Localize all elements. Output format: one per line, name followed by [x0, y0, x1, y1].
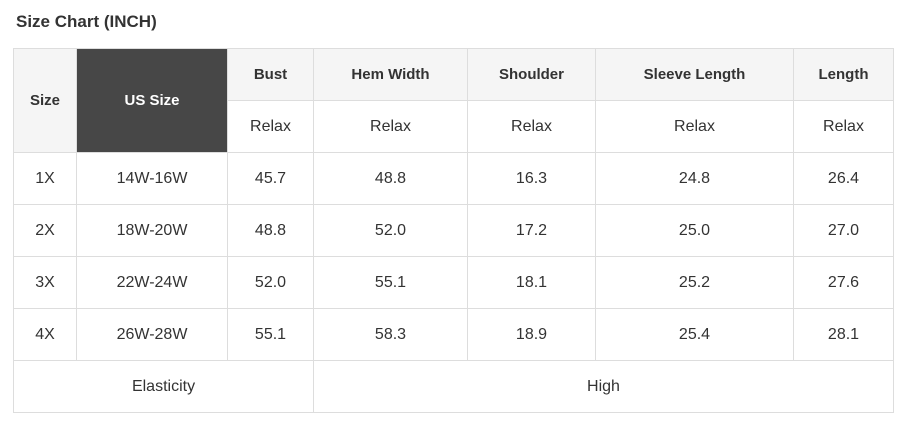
table-header: Size US Size Bust Hem Width Shoulder Sle…: [13, 48, 894, 153]
column-header-bust: Bust: [227, 48, 314, 101]
column-header-length: Length: [793, 48, 894, 101]
cell-us-size: 26W-28W: [76, 308, 228, 361]
fit-cell-shoulder: Relax: [467, 100, 596, 153]
header-row-main: Size US Size Bust Hem Width Shoulder Sle…: [13, 48, 894, 153]
cell-hem-width: 52.0: [313, 204, 468, 257]
table-row: 3X 22W-24W 52.0 55.1 18.1 25.2 27.6: [13, 256, 894, 309]
cell-us-size: 14W-16W: [76, 152, 228, 205]
cell-bust: 45.7: [227, 152, 314, 205]
cell-hem-width: 58.3: [313, 308, 468, 361]
cell-bust: 55.1: [227, 308, 314, 361]
cell-sleeve-length: 25.0: [595, 204, 794, 257]
elasticity-value-cell: High: [313, 360, 894, 413]
column-header-sleeve-length: Sleeve Length: [595, 48, 794, 101]
cell-hem-width: 55.1: [313, 256, 468, 309]
cell-size: 4X: [13, 308, 77, 361]
cell-shoulder: 18.9: [467, 308, 596, 361]
cell-size: 3X: [13, 256, 77, 309]
cell-bust: 48.8: [227, 204, 314, 257]
fit-cell-hem-width: Relax: [313, 100, 468, 153]
cell-size: 1X: [13, 152, 77, 205]
size-chart-table: Size US Size Bust Hem Width Shoulder Sle…: [13, 48, 894, 413]
table-body: 1X 14W-16W 45.7 48.8 16.3 24.8 26.4 2X 1…: [13, 152, 894, 361]
cell-hem-width: 48.8: [313, 152, 468, 205]
cell-us-size: 18W-20W: [76, 204, 228, 257]
cell-shoulder: 18.1: [467, 256, 596, 309]
table-footer: Elasticity High: [13, 360, 894, 413]
cell-size: 2X: [13, 204, 77, 257]
cell-bust: 52.0: [227, 256, 314, 309]
table-row: 1X 14W-16W 45.7 48.8 16.3 24.8 26.4: [13, 152, 894, 205]
size-chart-section: Size Chart (INCH) Size US Size Bust Hem …: [13, 12, 894, 413]
cell-length: 26.4: [793, 152, 894, 205]
cell-length: 28.1: [793, 308, 894, 361]
column-header-shoulder: Shoulder: [467, 48, 596, 101]
fit-cell-length: Relax: [793, 100, 894, 153]
table-row: 4X 26W-28W 55.1 58.3 18.9 25.4 28.1: [13, 308, 894, 361]
cell-sleeve-length: 25.4: [595, 308, 794, 361]
cell-shoulder: 17.2: [467, 204, 596, 257]
elasticity-label-cell: Elasticity: [13, 360, 314, 413]
column-header-us-size: US Size: [76, 48, 228, 153]
elasticity-row: Elasticity High: [13, 360, 894, 413]
cell-length: 27.0: [793, 204, 894, 257]
cell-sleeve-length: 25.2: [595, 256, 794, 309]
cell-sleeve-length: 24.8: [595, 152, 794, 205]
header-row-fit: Relax Relax Relax Relax Relax: [14, 100, 894, 153]
column-header-size: Size: [13, 48, 77, 153]
cell-length: 27.6: [793, 256, 894, 309]
cell-us-size: 22W-24W: [76, 256, 228, 309]
column-header-hem-width: Hem Width: [313, 48, 468, 101]
cell-shoulder: 16.3: [467, 152, 596, 205]
fit-cell-sleeve-length: Relax: [595, 100, 794, 153]
table-row: 2X 18W-20W 48.8 52.0 17.2 25.0 27.0: [13, 204, 894, 257]
page-title: Size Chart (INCH): [16, 12, 157, 31]
fit-cell-bust: Relax: [227, 100, 314, 153]
